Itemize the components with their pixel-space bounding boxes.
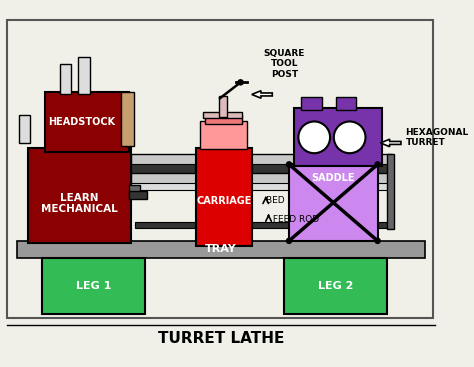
Bar — [45, 92, 128, 152]
Text: TRAY: TRAY — [205, 244, 237, 254]
Bar — [336, 97, 356, 110]
Circle shape — [334, 121, 365, 153]
Text: HEXAGONAL
TURRET: HEXAGONAL TURRET — [406, 128, 469, 147]
Bar — [60, 64, 71, 94]
Bar — [219, 96, 227, 117]
Bar — [289, 164, 378, 241]
Circle shape — [286, 161, 292, 168]
Circle shape — [237, 79, 244, 86]
Circle shape — [286, 237, 292, 244]
Bar — [201, 121, 247, 149]
Bar — [203, 112, 242, 118]
Circle shape — [374, 161, 381, 168]
Text: SQUARE
TOOL
POST: SQUARE TOOL POST — [264, 49, 305, 79]
Text: LEARN
MECHANICAL: LEARN MECHANICAL — [41, 193, 118, 214]
Bar — [130, 173, 392, 184]
Circle shape — [374, 237, 381, 244]
Polygon shape — [252, 91, 272, 98]
Bar — [42, 258, 145, 313]
Bar — [294, 108, 383, 166]
Text: LEG 2: LEG 2 — [318, 281, 353, 291]
Text: TURRET LATHE: TURRET LATHE — [158, 331, 284, 346]
Bar — [387, 154, 394, 229]
Bar — [121, 92, 134, 146]
Bar — [128, 192, 147, 199]
Text: BED: BED — [266, 196, 287, 205]
Polygon shape — [381, 139, 401, 147]
Bar — [18, 115, 30, 143]
Bar — [130, 183, 392, 190]
Bar — [301, 97, 322, 110]
Bar — [196, 148, 252, 246]
Bar — [28, 148, 130, 243]
Circle shape — [298, 121, 330, 153]
Bar — [128, 185, 140, 198]
Bar — [78, 57, 90, 94]
Text: HEADSTOCK: HEADSTOCK — [48, 117, 116, 127]
Bar — [130, 164, 392, 174]
Bar — [8, 20, 433, 318]
Bar — [284, 258, 387, 313]
Text: CARRIAGE: CARRIAGE — [196, 196, 252, 207]
Bar — [17, 241, 425, 258]
Text: LEG 1: LEG 1 — [75, 281, 111, 291]
Bar — [135, 222, 387, 228]
Bar — [130, 154, 392, 165]
Text: SADDLE: SADDLE — [311, 173, 355, 184]
Text: FEED ROD: FEED ROD — [270, 215, 319, 224]
Bar — [205, 115, 242, 124]
